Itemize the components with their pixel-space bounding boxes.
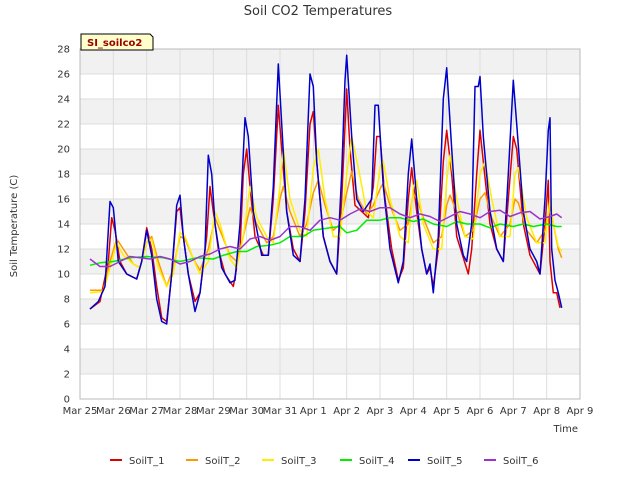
x-tick-label: Mar 28 xyxy=(163,406,198,417)
x-tick-label: Mar 29 xyxy=(196,406,231,417)
plot-band xyxy=(80,99,580,124)
legend: SoilT_1 SoilT_2 SoilT_3 SoilT_4 SoilT_5 SoilT… xyxy=(110,456,539,467)
x-axis-title: Time xyxy=(553,424,578,435)
y-axis-title: Soil Temperature (C) xyxy=(9,175,20,278)
x-tick-label: Mar 25 xyxy=(63,406,98,417)
legend-label: SoilT_5 xyxy=(427,456,463,467)
y-tick-label: 22 xyxy=(57,120,70,131)
plot-band xyxy=(80,74,580,99)
plot-band xyxy=(80,349,580,374)
legend-label: SoilT_2 xyxy=(205,456,241,467)
y-tick-label: 20 xyxy=(57,145,70,156)
x-tick-label: Apr 3 xyxy=(367,406,394,417)
legend-label: SoilT_6 xyxy=(503,456,539,467)
y-tick-label: 6 xyxy=(64,320,70,331)
x-tick-label: Apr 5 xyxy=(433,406,460,417)
plot-band xyxy=(80,149,580,174)
legend-item-soilt-5: SoilT_5 xyxy=(408,456,463,467)
legend-item-soilt-6: SoilT_6 xyxy=(484,456,539,467)
legend-item-soilt-2: SoilT_2 xyxy=(186,456,241,467)
y-tick-label: 4 xyxy=(64,345,70,356)
plot-band xyxy=(80,374,580,399)
y-tick-label: 8 xyxy=(64,295,70,306)
y-tick-label: 18 xyxy=(57,170,70,181)
x-tick-label: Mar 27 xyxy=(129,406,164,417)
x-tick-label: Apr 7 xyxy=(500,406,527,417)
x-tick-label: Mar 31 xyxy=(263,406,298,417)
series-line-soilt-5 xyxy=(89,54,563,325)
legend-item-soilt-1: SoilT_1 xyxy=(110,456,165,467)
plot-band xyxy=(80,324,580,349)
y-tick-label: 16 xyxy=(57,195,70,206)
y-tick-label: 2 xyxy=(64,370,70,381)
plot-band xyxy=(80,174,580,199)
y-tick-label: 14 xyxy=(57,220,70,231)
x-tick-label: Mar 30 xyxy=(229,406,264,417)
x-tick-label: Apr 2 xyxy=(333,406,360,417)
station-label-text: SI_soilco2 xyxy=(87,38,142,49)
x-tick-label: Apr 1 xyxy=(300,406,327,417)
legend-item-soilt-4: SoilT_4 xyxy=(340,456,395,467)
series-layer xyxy=(89,54,563,325)
x-tick-label: Apr 4 xyxy=(400,406,427,417)
y-tick-label: 26 xyxy=(57,70,70,81)
legend-label: SoilT_1 xyxy=(129,456,165,467)
plot-border xyxy=(79,48,581,400)
y-tick-label: 0 xyxy=(64,395,70,406)
chart-title: Soil CO2 Temperatures xyxy=(244,4,393,19)
legend-label: SoilT_4 xyxy=(359,456,395,467)
y-tick-label: 12 xyxy=(57,245,70,256)
legend-label: SoilT_3 xyxy=(281,456,317,467)
y-tick-label: 24 xyxy=(57,95,70,106)
x-tick-label: Apr 6 xyxy=(467,406,494,417)
legend-item-soilt-3: SoilT_3 xyxy=(262,456,317,467)
series-line-soilt-6 xyxy=(89,206,563,268)
y-tick-label: 28 xyxy=(57,45,70,56)
plot-band xyxy=(80,49,580,74)
y-tick-label: 10 xyxy=(57,270,70,281)
plot-band xyxy=(80,299,580,324)
x-tick-label: Apr 8 xyxy=(533,406,560,417)
station-label: SI_soilco2 xyxy=(80,33,154,51)
x-tick-label: Apr 9 xyxy=(567,406,594,417)
series-line-soilt-3 xyxy=(89,135,563,294)
x-tick-label: Mar 26 xyxy=(96,406,131,417)
plot-band xyxy=(80,124,580,149)
